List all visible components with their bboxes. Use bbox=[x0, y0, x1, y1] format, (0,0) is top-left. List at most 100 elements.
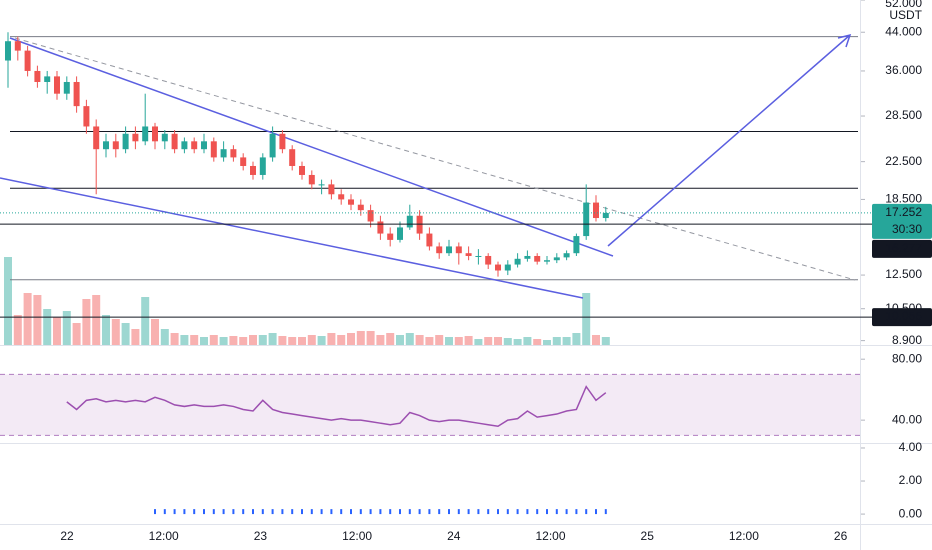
candle-body bbox=[259, 157, 266, 175]
volume-bar bbox=[13, 315, 22, 345]
volume-bar bbox=[425, 337, 434, 345]
volume-bar bbox=[209, 335, 218, 345]
price-line-box bbox=[872, 239, 932, 258]
volume-bar bbox=[307, 335, 316, 345]
lower-tick-label: 2.00 bbox=[899, 473, 923, 487]
volume-bar bbox=[180, 335, 189, 345]
candle-body bbox=[357, 204, 364, 211]
volume-bar bbox=[474, 339, 483, 345]
volume-bar bbox=[592, 335, 600, 345]
lower-bar bbox=[575, 509, 578, 515]
volume-bar bbox=[543, 340, 551, 345]
lower-bar bbox=[546, 509, 548, 515]
volume-bar bbox=[454, 337, 463, 345]
candle-body bbox=[230, 149, 237, 158]
candle-body bbox=[397, 227, 403, 240]
candle-body bbox=[563, 253, 570, 258]
price-tick-label: 36.000 bbox=[885, 63, 922, 77]
candle-body bbox=[250, 165, 256, 175]
candle-body bbox=[103, 141, 109, 150]
price-line-box bbox=[872, 308, 932, 327]
volume-bar bbox=[53, 317, 61, 345]
lower-bar bbox=[301, 509, 303, 515]
rsi-tick-label: 80.00 bbox=[892, 351, 922, 365]
time-tick-label: 12:00 bbox=[149, 529, 179, 543]
drawings bbox=[0, 33, 856, 299]
volume-bar bbox=[43, 309, 52, 345]
price-tick-label: 28.500 bbox=[885, 108, 922, 122]
volume-bar bbox=[356, 331, 365, 345]
candle-body bbox=[44, 76, 51, 82]
lower-bar bbox=[261, 509, 264, 515]
lower-bar bbox=[506, 509, 509, 515]
volume-bar bbox=[435, 335, 444, 345]
time-tick-label: 25 bbox=[641, 529, 655, 543]
time-tick-label: 26 bbox=[834, 529, 848, 543]
volume-bar bbox=[464, 336, 473, 345]
volume-bar bbox=[523, 337, 532, 345]
time-tick-label: 24 bbox=[447, 529, 461, 543]
lower-bar bbox=[281, 509, 284, 515]
lower-bar bbox=[428, 509, 431, 515]
volume-bar bbox=[415, 335, 424, 345]
volume-bar bbox=[268, 333, 277, 345]
candle-body bbox=[112, 141, 119, 150]
candle-body bbox=[602, 212, 609, 219]
lower-bar bbox=[418, 509, 421, 515]
candle-body bbox=[269, 133, 276, 158]
price-tick-label: 52.000 bbox=[885, 0, 922, 10]
time-tick-label: 12:00 bbox=[342, 529, 372, 543]
candle-body bbox=[93, 126, 100, 150]
volume-bar bbox=[200, 337, 208, 345]
lower-bar bbox=[399, 509, 401, 515]
volume-bar bbox=[347, 333, 355, 345]
candle-body bbox=[24, 50, 31, 71]
volume-bar bbox=[131, 329, 140, 345]
lower-bar bbox=[212, 509, 215, 515]
price-tick-label: 8.900 bbox=[892, 333, 922, 347]
candle-body bbox=[63, 81, 70, 94]
lower-bar bbox=[359, 509, 362, 515]
candle-body bbox=[5, 41, 11, 61]
lower-bar bbox=[477, 509, 480, 515]
candle-body bbox=[475, 255, 482, 257]
volume-bar bbox=[582, 293, 591, 345]
volume-bar bbox=[396, 335, 404, 345]
candle-body bbox=[181, 141, 188, 150]
candle-body bbox=[142, 126, 149, 142]
candle-body bbox=[534, 255, 541, 262]
lower-bar bbox=[516, 509, 519, 515]
price-tick-label: 22.500 bbox=[885, 154, 922, 168]
lower-bar bbox=[408, 509, 411, 515]
lower-bar bbox=[252, 509, 254, 515]
rsi-tick-label: 40.00 bbox=[892, 412, 922, 426]
last-price-label: 17.252 bbox=[885, 205, 922, 219]
volume-bar bbox=[366, 331, 375, 345]
candle-body bbox=[210, 141, 217, 158]
candle-body bbox=[299, 165, 305, 175]
lower-bar bbox=[526, 509, 529, 515]
candle-body bbox=[377, 221, 384, 234]
lower-bar bbox=[222, 509, 225, 515]
candle-body bbox=[201, 141, 207, 150]
volume-bar bbox=[513, 339, 522, 345]
lower-bar bbox=[487, 509, 490, 515]
candle-body bbox=[348, 199, 354, 205]
candle-body bbox=[524, 255, 531, 259]
volume-bar bbox=[170, 333, 179, 345]
lower-bar bbox=[173, 509, 176, 515]
lower-bar bbox=[203, 509, 205, 515]
volume-bar bbox=[102, 315, 110, 345]
lower-bar bbox=[497, 509, 499, 515]
candle-body bbox=[573, 236, 580, 254]
volume-bar bbox=[151, 319, 159, 345]
volume-bar bbox=[503, 338, 512, 345]
candle-body bbox=[308, 174, 315, 185]
volume-bar bbox=[337, 335, 346, 345]
lower-bar bbox=[448, 509, 450, 515]
lower-bar bbox=[242, 509, 245, 515]
volume-bar bbox=[484, 337, 493, 345]
volume-bar bbox=[376, 335, 385, 345]
